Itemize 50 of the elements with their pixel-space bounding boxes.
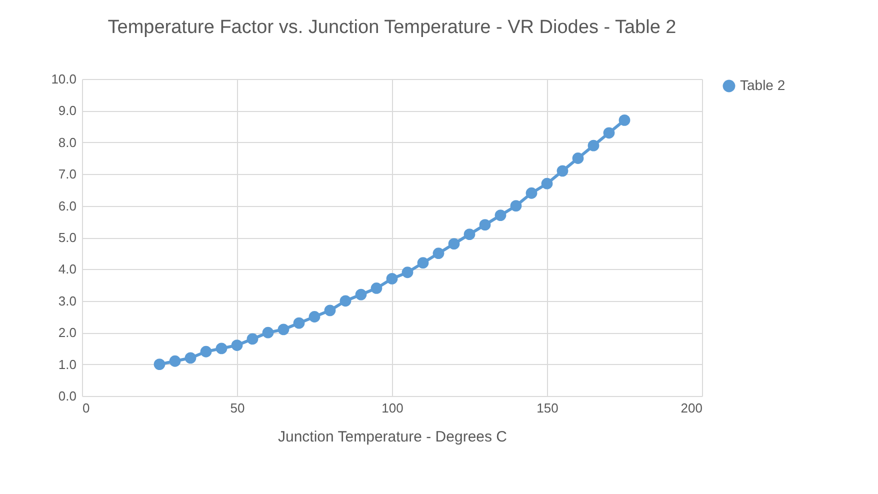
point (402, 266, 414, 278)
x-tick-label: 150 (536, 400, 558, 416)
point (169, 355, 181, 367)
y-tick-label: 4.0 (58, 262, 76, 277)
point (262, 326, 274, 338)
point (417, 257, 429, 269)
point (556, 165, 568, 177)
y-tick-label: 8.0 (58, 134, 76, 150)
point (494, 210, 506, 221)
y-tick-label: 2.0 (58, 325, 76, 340)
point (293, 317, 305, 329)
point (386, 273, 398, 284)
x-tick-label: 50 (230, 400, 245, 416)
point (510, 200, 522, 212)
point (355, 288, 367, 300)
point (541, 178, 553, 190)
y-tick-label: 5.0 (58, 230, 76, 245)
point (448, 238, 460, 250)
point (216, 342, 228, 354)
point (340, 295, 352, 307)
y-tick-label: 0.0 (58, 388, 76, 404)
point (246, 333, 258, 345)
point (526, 187, 538, 199)
point (308, 311, 320, 322)
y-tick-label: 6.0 (58, 198, 76, 214)
x-tick-label: 200 (680, 400, 702, 416)
point (278, 324, 290, 336)
x-axis-title: Junction Temperature - Degrees C (278, 428, 508, 446)
chart-title: Temperature Factor vs. Junction Temperature - VR Diodes - Table 2 (108, 17, 676, 38)
point (464, 228, 476, 240)
point (184, 352, 196, 364)
x-tick-label: 100 (382, 400, 404, 416)
y-tick-label: 10.0 (51, 72, 76, 86)
point (603, 127, 615, 139)
x-tick-label: 0 (82, 400, 90, 416)
point (432, 248, 444, 260)
point (154, 358, 166, 370)
point (370, 282, 382, 294)
point (324, 304, 336, 316)
legend-label: Table 2 (740, 77, 786, 93)
y-tick-label: 1.0 (58, 356, 76, 372)
y-tick-label: 7.0 (58, 166, 76, 182)
point (618, 114, 630, 126)
point (200, 346, 212, 358)
y-tick-label: 3.0 (58, 293, 76, 308)
point (479, 219, 491, 231)
y-tick-label: 9.0 (58, 103, 76, 118)
point (572, 152, 584, 164)
point (588, 140, 600, 152)
point (231, 340, 243, 351)
